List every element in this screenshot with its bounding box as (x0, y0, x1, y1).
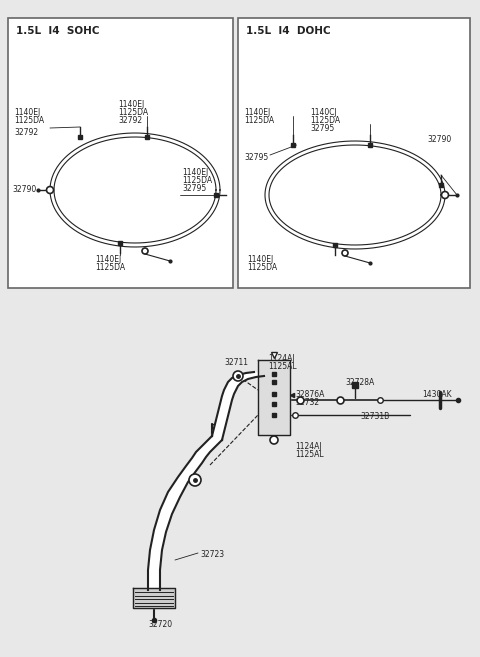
Text: 32795: 32795 (182, 184, 206, 193)
Bar (8, 18, 233, 288)
Text: 1125DA: 1125DA (182, 176, 212, 185)
Text: 1125DA: 1125DA (95, 263, 125, 272)
Text: 1124AJ: 1124AJ (295, 442, 322, 451)
Circle shape (189, 474, 201, 486)
Text: 32728A: 32728A (345, 378, 374, 387)
Text: 32723: 32723 (200, 550, 224, 559)
Text: 1125DA: 1125DA (247, 263, 277, 272)
Circle shape (233, 371, 243, 381)
Text: 1140EJ: 1140EJ (247, 255, 273, 264)
Text: 32792: 32792 (118, 116, 142, 125)
Text: 32792: 32792 (14, 128, 38, 137)
Text: 1125DA: 1125DA (118, 108, 148, 117)
Text: 1125DA: 1125DA (310, 116, 340, 125)
Text: 1.5L  I4  SOHC: 1.5L I4 SOHC (16, 26, 99, 36)
Text: 1140EJ: 1140EJ (118, 100, 144, 109)
Text: 1125AL: 1125AL (268, 362, 297, 371)
Text: 1140EJ: 1140EJ (244, 108, 270, 117)
Circle shape (442, 191, 448, 198)
Circle shape (270, 436, 278, 444)
Text: 1.5L  I4  DOHC: 1.5L I4 DOHC (246, 26, 331, 36)
Text: 32711: 32711 (224, 358, 248, 367)
Text: 32790: 32790 (428, 135, 452, 144)
Text: 32790: 32790 (12, 185, 36, 194)
Polygon shape (212, 372, 264, 440)
Polygon shape (148, 436, 222, 590)
Polygon shape (133, 588, 175, 608)
Bar (238, 18, 470, 288)
Text: 1125DA: 1125DA (244, 116, 274, 125)
Text: 32876A: 32876A (295, 390, 324, 399)
Text: 1125DA: 1125DA (14, 116, 44, 125)
Text: 32795: 32795 (244, 153, 268, 162)
Text: 32731B: 32731B (360, 412, 389, 421)
Text: 1140CJ: 1140CJ (310, 108, 337, 117)
Text: 32720: 32720 (148, 620, 172, 629)
Circle shape (342, 250, 348, 256)
Circle shape (47, 187, 53, 194)
Text: 1430AK: 1430AK (422, 390, 452, 399)
Text: 1140EJ: 1140EJ (95, 255, 121, 264)
Text: 1125AL: 1125AL (295, 450, 324, 459)
Polygon shape (258, 360, 290, 435)
Text: 32732: 32732 (295, 398, 319, 407)
Text: 1124AJ: 1124AJ (268, 354, 295, 363)
Circle shape (142, 248, 148, 254)
Text: 1140EJ: 1140EJ (182, 168, 208, 177)
Text: 32795: 32795 (310, 124, 334, 133)
Text: 1140EJ: 1140EJ (14, 108, 40, 117)
